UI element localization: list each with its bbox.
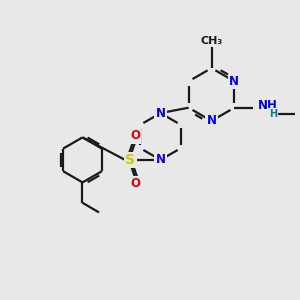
Text: N: N	[155, 153, 166, 167]
Text: N: N	[155, 106, 166, 120]
Text: N: N	[206, 114, 217, 128]
Text: H: H	[269, 109, 277, 119]
Text: N: N	[230, 75, 239, 88]
Text: CH₃: CH₃	[200, 36, 223, 46]
Text: O: O	[130, 129, 140, 142]
Text: NH: NH	[258, 99, 278, 112]
Text: S: S	[125, 153, 136, 167]
Text: O: O	[130, 177, 140, 190]
